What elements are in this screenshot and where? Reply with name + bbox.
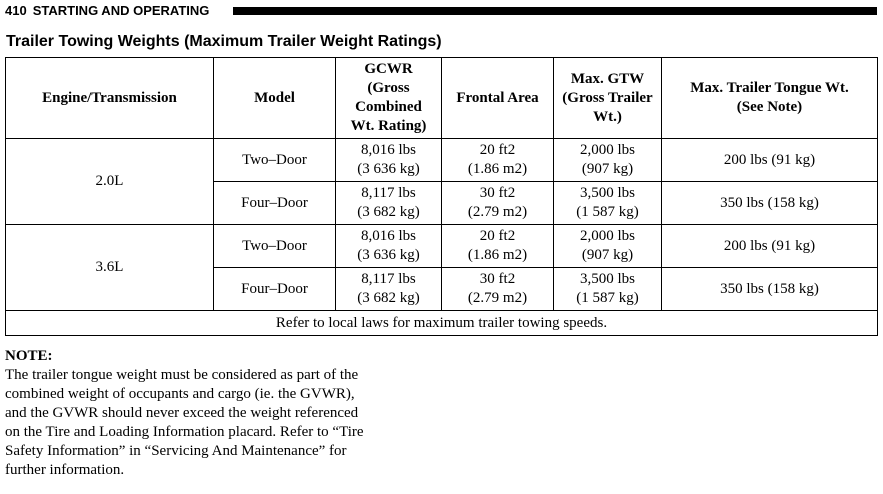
cell-line: 2,000 lbs: [579, 228, 635, 244]
page-header: 410 STARTING AND OPERATING: [5, 3, 215, 18]
cell-line: Wt.): [593, 108, 622, 125]
cell-line: Combined: [355, 99, 422, 115]
gtw-cell: 3,500 lbs (1 587 kg): [553, 181, 662, 225]
cell-line: 3,500 lbs: [579, 185, 635, 201]
cell-line: (3 682 kg): [357, 204, 420, 220]
model-cell: Two–Door: [213, 138, 336, 182]
cell-line: (Gross Trailer: [562, 89, 653, 106]
cell-line: (1.86 m2): [467, 247, 528, 263]
cell-text: Four–Door: [241, 280, 308, 297]
cell-text: Two–Door: [242, 237, 307, 254]
cell-line: 3,500 lbs: [579, 271, 635, 287]
column-header: Frontal Area: [441, 57, 554, 139]
data-row: Four–Door 8,117 lbs (3 682 kg) 30 ft2 (2.79 …: [6, 267, 878, 311]
cell-line: (Gross: [367, 80, 410, 96]
engine-cell: 3.6L: [5, 224, 214, 311]
tongue-cell: 350 lbs (158 kg): [661, 181, 878, 225]
note-line: and the GVWR should never exceed the wei…: [5, 405, 359, 421]
cell-line: GCWR: [364, 61, 413, 77]
model-cell: Two–Door: [213, 224, 336, 268]
cell-line: 20 ft2: [479, 228, 516, 244]
cell-text: 350 lbs (158 kg): [720, 194, 819, 211]
cell-line: Frontal Area: [456, 89, 539, 106]
footer-cell: Refer to local laws for maximum trailer …: [5, 310, 878, 336]
frontal-area-cell: 20 ft2 (1.86 m2): [441, 138, 554, 182]
cell-line: (907 kg): [581, 161, 634, 177]
cell-line: (See Note): [736, 99, 803, 115]
cell-line: Max. Trailer Tongue Wt.: [690, 80, 849, 96]
cell-text: Two–Door: [242, 151, 307, 168]
gcwr-cell: 8,117 lbs (3 682 kg): [335, 181, 442, 225]
cell-line: Model: [254, 89, 295, 106]
cell-line: 2,000 lbs: [579, 142, 635, 158]
data-row: Four–Door 8,117 lbs (3 682 kg) 30 ft2 (2.79 …: [6, 181, 878, 225]
cell-text: Four–Door: [241, 194, 308, 211]
cell-line: 8,117 lbs: [361, 271, 416, 287]
cell-line: 8,016 lbs: [360, 228, 416, 244]
column-header: Model: [213, 57, 336, 139]
cell-line: 20 ft2: [479, 142, 516, 158]
section-title: STARTING AND OPERATING: [32, 3, 210, 18]
note-line: combined weight of occupants and cargo (…: [5, 386, 355, 402]
data-row: 2.0L Two–Door 8,016 lbs (3 636 kg) 20 ft2 (1.…: [5, 138, 878, 225]
note-title: NOTE:: [5, 348, 53, 364]
cell-line: (2.79 m2): [467, 204, 528, 220]
tongue-cell: 350 lbs (158 kg): [661, 267, 878, 311]
cell-text: 200 lbs (91 kg): [723, 151, 816, 168]
cell-line: Wt. Rating): [350, 118, 427, 134]
column-header: Max. GTW (Gross Trailer Wt.): [553, 57, 662, 139]
data-row: 3.6L Two–Door 8,016 lbs (3 636 kg) 20 ft2 (1.…: [5, 224, 878, 311]
note-line: further information.: [5, 462, 125, 478]
tongue-cell: 200 lbs (91 kg): [661, 224, 878, 268]
gtw-cell: 3,500 lbs (1 587 kg): [553, 267, 662, 311]
cell-text: 2.0L: [95, 173, 124, 189]
note-line: The trailer tongue weight must be consid…: [5, 367, 359, 383]
cell-line: (3 636 kg): [357, 161, 420, 177]
footer-row: Refer to local laws for maximum trailer …: [5, 310, 878, 336]
note: NOTE: The trailer tongue weight must be …: [5, 347, 430, 480]
tongue-cell: 200 lbs (91 kg): [661, 138, 878, 182]
cell-text: 200 lbs (91 kg): [723, 237, 816, 254]
cell-line: (907 kg): [581, 247, 634, 263]
column-header: Max. Trailer Tongue Wt. (See Note): [661, 57, 878, 139]
table-title: Trailer Towing Weights (Maximum Trailer …: [6, 33, 442, 50]
gcwr-cell: 8,016 lbs (3 636 kg): [335, 224, 442, 268]
cell-line: (1 587 kg): [576, 290, 639, 306]
cell-line: (1 587 kg): [576, 204, 639, 220]
cell-line: (3 636 kg): [357, 247, 420, 263]
gcwr-cell: 8,016 lbs (3 636 kg): [335, 138, 442, 182]
cell-line: Max. GTW: [570, 70, 645, 87]
cell-line: (1.86 m2): [467, 161, 528, 177]
frontal-area-cell: 30 ft2 (2.79 m2): [441, 181, 554, 225]
gcwr-cell: 8,117 lbs (3 682 kg): [335, 267, 442, 311]
column-header: Engine/Transmission: [5, 57, 214, 139]
cell-text: 350 lbs (158 kg): [720, 280, 819, 297]
header-rule: [233, 7, 877, 15]
cell-text: 3.6L: [95, 259, 124, 275]
cell-line: Engine/Transmission: [42, 89, 177, 106]
cell-line: (3 682 kg): [357, 290, 420, 306]
column-header: GCWR (Gross Combined Wt. Rating): [335, 57, 442, 139]
gtw-cell: 2,000 lbs (907 kg): [553, 138, 662, 182]
towing-table: Engine/Transmission Model GCWR (Gross Combin…: [5, 57, 878, 336]
cell-line: 8,016 lbs: [360, 142, 416, 158]
model-cell: Four–Door: [213, 181, 336, 225]
cell-line: 30 ft2: [479, 185, 516, 201]
note-line: on the Tire and Loading Information plac…: [5, 424, 364, 440]
page-number: 410: [5, 3, 27, 18]
cell-line: 8,117 lbs: [361, 185, 416, 201]
header-row: Engine/Transmission Model GCWR (Gross Combin…: [5, 57, 878, 139]
gtw-cell: 2,000 lbs (907 kg): [553, 224, 662, 268]
note-line: Safety Information” in “Servicing And Ma…: [5, 443, 347, 459]
frontal-area-cell: 20 ft2 (1.86 m2): [441, 224, 554, 268]
engine-cell: 2.0L: [5, 138, 214, 225]
cell-line: (2.79 m2): [467, 290, 528, 306]
model-cell: Four–Door: [213, 267, 336, 311]
cell-line: 30 ft2: [479, 271, 516, 287]
frontal-area-cell: 30 ft2 (2.79 m2): [441, 267, 554, 311]
